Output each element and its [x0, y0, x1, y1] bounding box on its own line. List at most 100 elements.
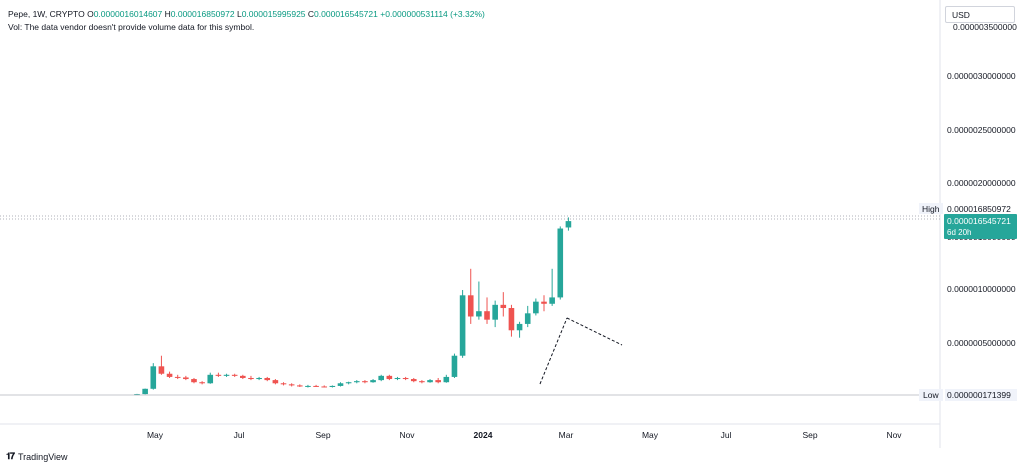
candle	[557, 226, 564, 300]
x-tick-label: Jul	[234, 430, 245, 440]
candle	[549, 268, 555, 306]
high-value-box	[945, 203, 1017, 214]
y-tick-label-partial: 0.000003500000	[953, 22, 1017, 32]
candle	[378, 374, 384, 382]
candle	[256, 376, 262, 381]
candle	[565, 217, 572, 231]
candle	[451, 353, 458, 378]
fib-trend-line[interactable]	[539, 317, 568, 385]
fibonacci-extension[interactable]: 3.618 (0.000031509255)2.618 (0.000024145…	[539, 0, 942, 385]
current-price-tag	[944, 214, 1017, 239]
x-tick-label: May	[642, 430, 659, 440]
currency-selector[interactable]: USD	[945, 6, 1015, 23]
candle	[174, 374, 181, 380]
candle	[272, 379, 279, 385]
y-tick-label: 0.0000010000000	[947, 284, 1016, 294]
candle	[142, 388, 148, 395]
high-value-tag: 0.000016850972	[947, 204, 1011, 214]
candle	[467, 268, 474, 324]
tradingview-brand[interactable]: 𝟏𝟕 TradingView	[6, 451, 68, 462]
candle	[419, 380, 425, 384]
candle	[427, 379, 433, 383]
candle	[337, 382, 344, 387]
candle	[345, 381, 352, 385]
candle	[288, 383, 295, 387]
low-value: 0.000015995925	[241, 9, 306, 19]
candle	[370, 379, 376, 383]
candle	[459, 290, 466, 358]
x-tick-label: Jul	[721, 430, 732, 440]
candle	[386, 374, 393, 381]
candle	[435, 377, 441, 384]
candle	[362, 380, 368, 384]
candle-countdown: 6d 20h	[947, 228, 971, 237]
high-tag-label: High	[922, 204, 940, 214]
candle	[533, 298, 539, 316]
y-tick-label: 0.0000005000000	[947, 338, 1016, 348]
candle	[134, 393, 140, 396]
candle	[166, 371, 173, 378]
brand-name: TradingView	[18, 451, 68, 462]
low-value-box	[945, 389, 1017, 401]
x-tick-label: Mar	[559, 430, 574, 440]
x-tick-label: Nov	[886, 430, 902, 440]
x-tick-label: 2024	[474, 430, 493, 440]
candle	[191, 377, 197, 384]
candle	[484, 297, 490, 324]
close-label: C	[307, 9, 315, 19]
low-value-tag: 0.000000171399	[947, 390, 1011, 400]
x-tick-label: May	[147, 430, 164, 440]
close-value: 0.000016545721	[314, 9, 378, 19]
open-label: O	[87, 9, 94, 19]
y-tick-label: 0.0000030000000	[947, 71, 1016, 81]
fib-trend-line[interactable]	[566, 317, 623, 346]
volume-note: Vol: The data vendor doesn't provide vol…	[8, 22, 255, 32]
axes: May Jul Sep Nov 2024 Mar May Jul Sep Nov 0.0000030…	[0, 0, 1017, 448]
candle	[240, 374, 246, 380]
candle	[476, 281, 482, 320]
candle	[541, 295, 547, 312]
x-tick-label: Nov	[399, 430, 415, 440]
low-tag-label: Low	[923, 390, 939, 400]
y-tick-label: 0.0000020000000	[947, 178, 1016, 188]
candle	[524, 305, 531, 328]
current-price-value: 0.000016545721	[947, 216, 1011, 226]
candle	[402, 376, 409, 381]
candle	[500, 292, 507, 317]
candlestick-series	[134, 217, 572, 396]
high-value: 0.000016850972	[170, 9, 235, 19]
symbol-title: Pepe, 1W, CRYPTO	[8, 9, 85, 19]
candle	[183, 375, 189, 381]
candle	[264, 376, 271, 382]
ohlc-legend: Pepe, 1W, CRYPTO O0.0000016014607 H0.000…	[8, 9, 485, 19]
candle	[313, 384, 319, 387]
candle	[353, 380, 360, 384]
candle	[492, 300, 498, 328]
candle	[207, 372, 214, 384]
candle	[223, 373, 230, 377]
low-tag-box	[919, 389, 943, 401]
candle	[410, 377, 417, 383]
candle	[394, 376, 401, 381]
change-value: +0.000000531114 (+3.32%)	[380, 9, 485, 19]
candle	[321, 385, 328, 388]
candle	[297, 384, 303, 387]
low-label: L	[236, 9, 242, 19]
candle	[305, 384, 311, 388]
open-value: 0.0000016014607	[93, 9, 163, 19]
candle	[158, 355, 165, 375]
tradingview-logo-icon: 𝟏𝟕	[6, 451, 15, 461]
candle	[231, 373, 238, 377]
candle	[443, 374, 450, 383]
x-tick-label: Sep	[315, 430, 330, 440]
x-tick-label: Sep	[802, 430, 817, 440]
high-label: H	[164, 9, 171, 19]
candle	[508, 304, 515, 337]
candle	[329, 385, 336, 388]
candle	[215, 372, 222, 377]
candle	[516, 321, 523, 338]
candle	[280, 382, 287, 386]
candle	[248, 375, 254, 381]
candle	[150, 363, 157, 390]
